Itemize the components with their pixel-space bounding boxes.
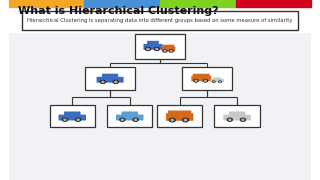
Circle shape xyxy=(203,80,207,82)
Bar xyxy=(84,0,160,7)
Bar xyxy=(160,0,236,7)
FancyBboxPatch shape xyxy=(135,34,185,59)
FancyBboxPatch shape xyxy=(182,67,232,90)
Circle shape xyxy=(77,119,79,120)
Circle shape xyxy=(184,119,187,121)
Circle shape xyxy=(169,50,173,52)
Circle shape xyxy=(170,50,172,51)
FancyBboxPatch shape xyxy=(64,111,81,116)
Circle shape xyxy=(133,118,138,121)
Circle shape xyxy=(62,118,68,121)
FancyBboxPatch shape xyxy=(107,105,152,127)
Circle shape xyxy=(115,81,117,83)
FancyBboxPatch shape xyxy=(85,67,135,90)
FancyBboxPatch shape xyxy=(116,115,143,120)
FancyBboxPatch shape xyxy=(157,105,202,127)
Circle shape xyxy=(240,118,245,121)
Circle shape xyxy=(242,119,244,120)
FancyBboxPatch shape xyxy=(214,105,260,127)
Text: What is Hierarchical Clustering?: What is Hierarchical Clustering? xyxy=(18,6,219,16)
FancyBboxPatch shape xyxy=(211,79,224,82)
Circle shape xyxy=(164,50,166,51)
FancyBboxPatch shape xyxy=(229,111,245,116)
Circle shape xyxy=(146,48,150,50)
FancyBboxPatch shape xyxy=(168,111,191,114)
Circle shape xyxy=(64,119,66,120)
FancyBboxPatch shape xyxy=(147,41,159,45)
Text: Hierarchical Clustering is separating data into different groups based on some m: Hierarchical Clustering is separating da… xyxy=(27,18,293,23)
Circle shape xyxy=(194,80,198,82)
FancyBboxPatch shape xyxy=(191,76,211,81)
FancyBboxPatch shape xyxy=(143,44,163,50)
Bar xyxy=(9,0,311,32)
FancyBboxPatch shape xyxy=(102,74,118,78)
Circle shape xyxy=(228,119,231,120)
Circle shape xyxy=(155,48,159,50)
Bar xyxy=(9,0,84,7)
FancyBboxPatch shape xyxy=(223,115,251,120)
Circle shape xyxy=(213,81,214,82)
FancyBboxPatch shape xyxy=(162,46,175,52)
FancyBboxPatch shape xyxy=(122,111,138,116)
Circle shape xyxy=(120,118,125,121)
Bar xyxy=(236,0,311,7)
FancyBboxPatch shape xyxy=(163,45,174,48)
Circle shape xyxy=(156,48,158,50)
Circle shape xyxy=(100,80,105,83)
Circle shape xyxy=(147,48,149,50)
Circle shape xyxy=(195,80,197,81)
FancyBboxPatch shape xyxy=(213,77,221,80)
Circle shape xyxy=(171,119,174,121)
Bar xyxy=(9,29,311,180)
Circle shape xyxy=(170,118,175,122)
FancyBboxPatch shape xyxy=(193,74,210,77)
Circle shape xyxy=(227,118,232,121)
FancyBboxPatch shape xyxy=(166,113,193,121)
Circle shape xyxy=(212,81,215,82)
FancyBboxPatch shape xyxy=(50,105,95,127)
FancyBboxPatch shape xyxy=(97,77,124,83)
Circle shape xyxy=(204,80,206,81)
Circle shape xyxy=(121,119,124,120)
Circle shape xyxy=(134,119,137,120)
Circle shape xyxy=(113,80,118,83)
Circle shape xyxy=(219,81,221,82)
Circle shape xyxy=(163,50,167,52)
FancyBboxPatch shape xyxy=(22,11,298,30)
Circle shape xyxy=(183,118,188,122)
FancyBboxPatch shape xyxy=(59,115,86,120)
Circle shape xyxy=(102,81,104,83)
Circle shape xyxy=(76,118,81,121)
